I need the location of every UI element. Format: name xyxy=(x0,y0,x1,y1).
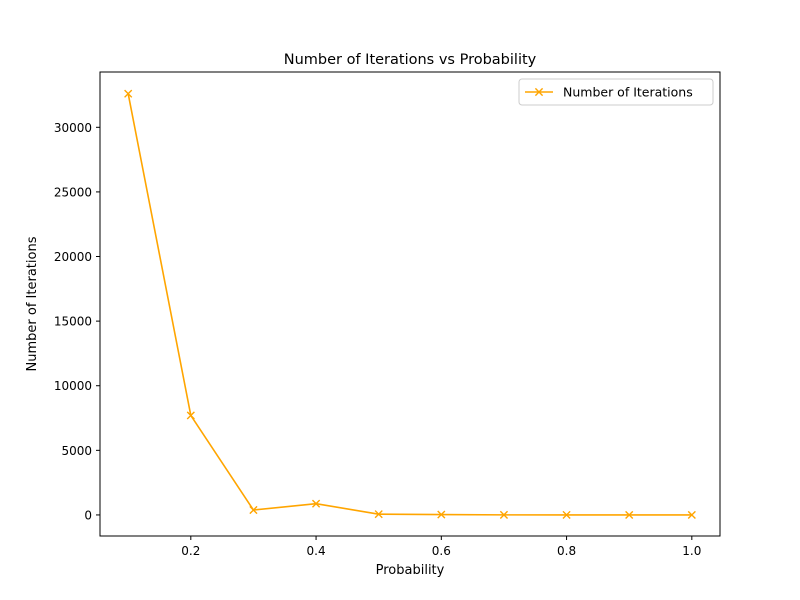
y-tick-label: 20000 xyxy=(54,250,92,264)
x-tick-label: 0.2 xyxy=(181,544,200,558)
data-point-marker xyxy=(249,505,258,515)
legend-marker xyxy=(534,87,544,97)
data-point-marker xyxy=(625,510,634,520)
legend: Number of Iterations xyxy=(518,78,714,106)
data-point-marker xyxy=(437,510,446,519)
y-tick-label: 25000 xyxy=(54,185,92,199)
data-point-marker xyxy=(374,510,383,519)
y-tick-label: 5000 xyxy=(61,444,92,458)
plot-area xyxy=(124,89,696,520)
legend-box xyxy=(518,78,714,106)
x-tick-label: 1.0 xyxy=(682,544,701,558)
axes-frame xyxy=(99,71,721,537)
x-tick-label: 0.8 xyxy=(557,544,576,558)
data-point-marker xyxy=(562,510,571,520)
data-point-marker xyxy=(311,499,321,508)
series-line xyxy=(127,93,692,516)
x-axis-label: Probability xyxy=(376,563,445,578)
chart-title: Number of Iterations vs Probability xyxy=(284,52,537,68)
y-tick-label: 10000 xyxy=(54,379,92,393)
x-axis: 0.2 0.4 0.6 0.8 1.0 xyxy=(181,536,701,558)
y-tick-label: 15000 xyxy=(54,315,92,329)
x-tick-label: 0.4 xyxy=(307,544,326,558)
data-point-marker xyxy=(499,510,509,519)
legend-label: Number of Iterations xyxy=(563,85,693,100)
data-point-marker xyxy=(124,89,133,98)
data-point-marker xyxy=(687,510,696,520)
y-axis-label: Number of Iterations xyxy=(25,236,40,371)
data-point-marker xyxy=(186,411,195,420)
y-tick-label: 30000 xyxy=(54,121,92,135)
y-tick-label: 0 xyxy=(84,508,92,522)
x-tick-label: 0.6 xyxy=(432,544,451,558)
y-axis: 0 5000 10000 15000 20000 25000 30000 xyxy=(54,121,100,522)
